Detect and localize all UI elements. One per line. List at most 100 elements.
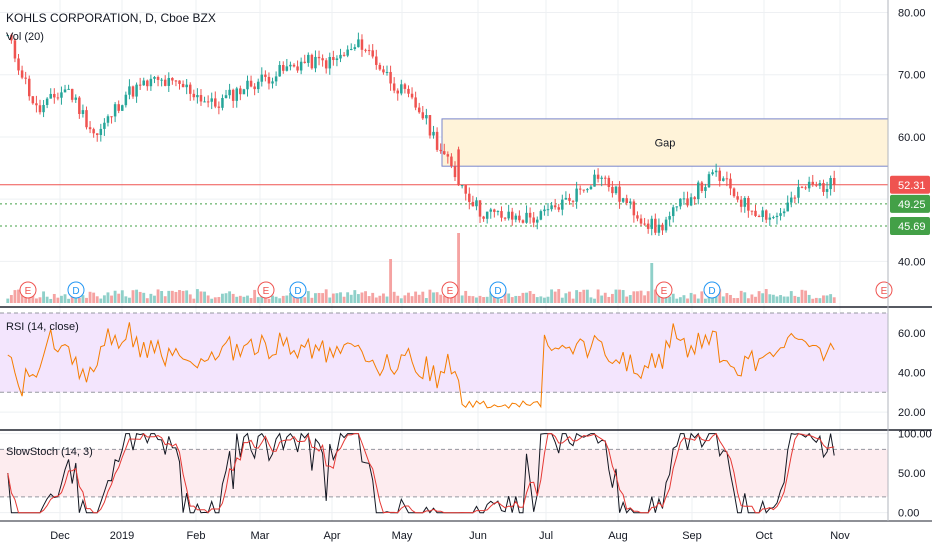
candle-body [63,89,67,93]
volume-bar [414,291,418,303]
candle-body [693,197,696,200]
volume-bar [296,294,300,303]
volume-bar [120,290,124,303]
volume-bar [13,290,17,303]
volume-bars [6,233,836,303]
volume-label: Vol (20) [6,31,44,43]
volume-bar [542,297,546,303]
candle-body [485,211,489,219]
volume-bar [814,297,818,303]
candle-body [764,210,768,220]
stoch-axis[interactable]: 100.00 50.00 0.00 [898,429,932,520]
candle-body [503,217,507,219]
candle-body [256,81,260,90]
volume-bar [503,289,507,303]
volume-bar [621,290,625,303]
candle-body [421,112,425,119]
volume-bar [771,294,775,303]
volume-bar [210,298,214,303]
volume-bar [392,291,396,303]
volume-bar [321,293,325,303]
candle-body [768,217,772,220]
volume-bar [99,298,103,303]
candle-body [553,205,557,208]
volume-bar [729,294,732,303]
candle-body [521,220,525,223]
volume-bar [732,298,736,303]
volume-bar [160,290,164,303]
candle-body [571,200,575,202]
volume-bar [585,289,589,303]
candle-body [829,178,832,190]
volume-bar [646,291,650,303]
volume-bar [271,295,274,303]
candle-body [668,216,671,220]
candle-body [292,64,296,67]
volume-bar [789,291,793,303]
candle-body [88,127,92,130]
time-tick-label: Mar [251,530,270,542]
candle-body [671,207,675,217]
candle-body [822,183,825,192]
rsi-axis[interactable]: 60.00 40.00 20.00 [898,328,926,419]
candle-body [56,97,60,99]
gap-box[interactable] [441,118,889,167]
candle-body [496,211,500,213]
volume-bar [364,291,367,303]
volume-bar [331,293,335,303]
volume-bar [478,295,482,303]
volume-bar [779,295,782,303]
event-dividend-marker [703,281,721,299]
candle-body [493,209,496,212]
candle-body [210,98,213,102]
volume-bar [761,293,765,303]
candle-body [489,209,493,212]
candle-body [163,79,167,86]
candle-body [779,213,782,216]
candle-body [621,198,625,202]
candle-body [181,83,185,88]
volume-bar [825,295,829,303]
volume-bar [575,290,579,303]
candle-body [714,170,718,173]
candle-body [214,98,217,107]
time-axis[interactable]: Dec 2019 Feb Mar Apr May Jun Jul Aug Sep Oct Nov [50,530,850,542]
candle-body [428,115,432,136]
candle-body [314,56,317,69]
candle-body [578,188,582,190]
volume-bar [192,298,196,303]
candle-body [475,200,478,207]
volume-bar [750,294,754,303]
volume-bar [535,297,539,303]
volume-bar [739,290,743,303]
volume-bar [45,296,49,303]
candle-body [586,189,589,191]
candle-body [525,212,528,223]
volume-bar [689,292,693,303]
price-badge [890,175,930,194]
volume-bar [306,291,310,303]
candle-body [231,89,235,101]
candle-body [335,58,339,61]
volume-bar [285,295,289,303]
candle-body [700,182,704,191]
volume-bar [342,296,346,303]
volume-bar [650,263,654,303]
candle-body [403,84,407,89]
candle-body [146,80,149,87]
candle-body [24,77,27,79]
volume-bar [288,292,292,303]
volume-bar [700,291,704,303]
rsi-label: RSI (14, close) [6,321,79,333]
volume-bar [9,295,13,303]
volume-bar [356,294,360,303]
volume-bar [85,297,88,303]
volume-bar [807,294,811,303]
volume-bar [67,298,71,303]
volume-bar [396,295,400,303]
candle-body [199,95,203,102]
volume-bar [607,296,611,303]
volume-bar [360,292,364,303]
volume-bar [686,298,689,303]
